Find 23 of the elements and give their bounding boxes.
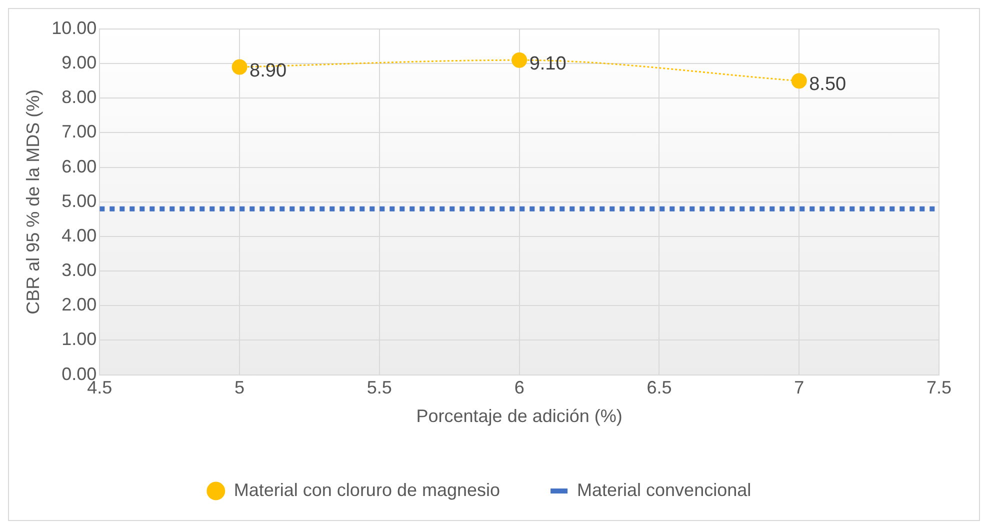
data-label: 8.90 bbox=[250, 60, 287, 82]
x-axis-title: Porcentaje de adición (%) bbox=[416, 406, 622, 426]
y-tick-label: 1.00 bbox=[62, 329, 97, 350]
y-axis-title: CBR al 95 % de la MDS (%) bbox=[22, 89, 43, 314]
y-tick-label: 4.00 bbox=[62, 225, 97, 246]
x-tick-label: 5 bbox=[234, 378, 245, 398]
y-tick-label: 5.00 bbox=[62, 190, 97, 211]
x-tick-label: 7.5 bbox=[926, 378, 952, 398]
y-tick-label: 2.00 bbox=[62, 294, 97, 315]
data-label: 8.50 bbox=[809, 74, 846, 96]
y-tick-label: 9.00 bbox=[62, 52, 97, 73]
legend-label: Material convencional bbox=[577, 480, 752, 500]
y-tick-label: 7.00 bbox=[62, 122, 97, 142]
x-tick-label: 5.5 bbox=[366, 378, 392, 398]
x-tick-label: 6 bbox=[514, 378, 524, 398]
y-tick-label: 8.00 bbox=[62, 87, 97, 108]
x-tick-label: 7 bbox=[794, 378, 804, 398]
y-tick-label: 3.00 bbox=[62, 260, 97, 280]
x-tick-label: 6.5 bbox=[646, 378, 672, 398]
data-label: 9.10 bbox=[529, 53, 566, 74]
y-tick-label: 10.00 bbox=[52, 18, 97, 38]
y-tick-label: 6.00 bbox=[62, 156, 97, 176]
legend-label: Material con cloruro de magnesio bbox=[234, 480, 500, 500]
